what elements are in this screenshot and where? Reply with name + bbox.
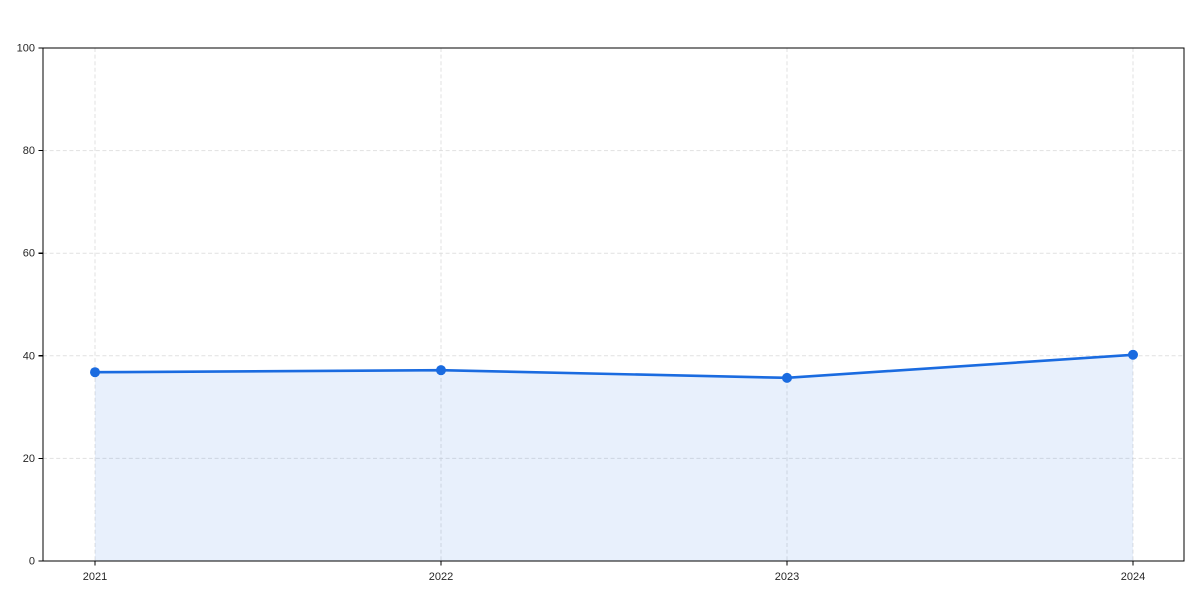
data-point-2024	[1128, 349, 1138, 360]
y-tick-label: 60	[23, 248, 35, 260]
plot-background	[43, 48, 1184, 561]
data-point-2021	[90, 367, 100, 378]
y-tick-label: 20	[23, 453, 35, 465]
area-fill	[95, 354, 1133, 561]
x-tick-label: 2021	[83, 571, 107, 583]
y-tick-label: 80	[23, 145, 35, 157]
y-tick-label: 0	[29, 556, 35, 568]
trend-line	[93, 353, 1135, 380]
y-tick-label: 100	[17, 43, 35, 55]
y-tick-label: 40	[23, 350, 35, 362]
data-point-2023	[782, 372, 792, 383]
data-point-2022	[436, 365, 446, 376]
x-tick-label: 2022	[429, 571, 453, 583]
x-tick-label: 2024	[1121, 571, 1145, 583]
x-tick-label: 2023	[775, 571, 799, 583]
axes-frame	[42, 47, 1185, 562]
